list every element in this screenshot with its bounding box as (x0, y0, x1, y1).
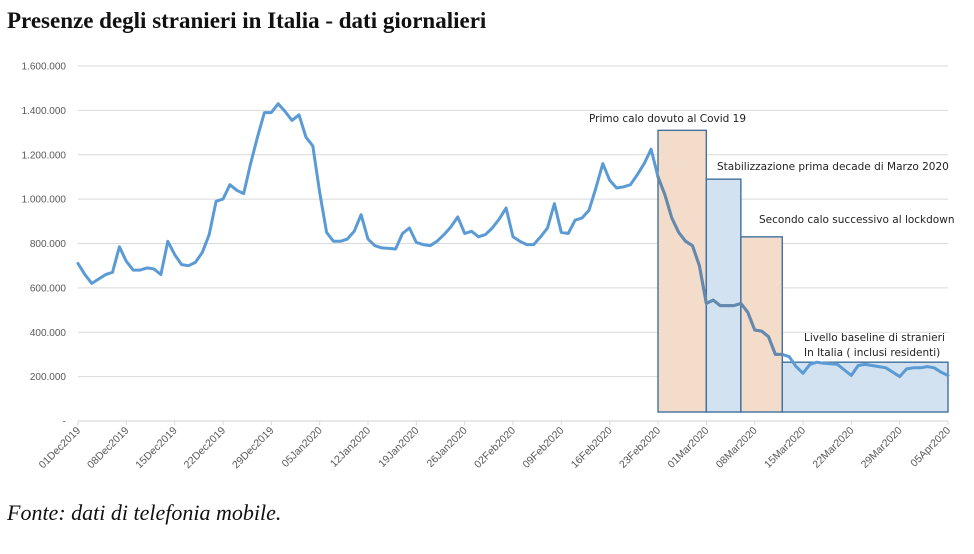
y-tick-label: 1.000.000 (22, 195, 67, 206)
x-axis: 01Dec2019 08Dec2019 15Dec2019 22Dec2019 29De… (37, 420, 953, 472)
x-tick-label: 15Dec2019 (133, 425, 180, 472)
annotation-label-secondo-calo: Secondo calo successivo al lockdown (759, 214, 954, 226)
x-tick-label: 08Dec2019 (85, 425, 132, 472)
series-line (76, 102, 950, 379)
x-tick-label: 22Mar2020 (810, 425, 856, 471)
x-tick-label: 16Feb2020 (569, 425, 615, 471)
x-tick-label: 23Feb2020 (617, 425, 663, 471)
annotation-boxes (657, 129, 949, 413)
x-tick-label: 15Mar2020 (762, 425, 808, 471)
x-tick-label: 05Jan2020 (280, 425, 325, 470)
x-tick-label: 08Mar2020 (714, 425, 760, 471)
annotation-label-stabilizzazione: Stabilizzazione prima decade di Marzo 20… (717, 161, 949, 173)
y-tick-label: 200.000 (30, 372, 67, 383)
chart-title: Presenze degli stranieri in Italia - dat… (7, 8, 487, 33)
x-tick-label: 26Jan2020 (425, 425, 470, 470)
y-axis-ticks: - 200.000 400.000 600.000 800.000 1.000.000 1.… (22, 62, 67, 428)
x-tick-label: 29Dec2019 (230, 425, 277, 472)
source-note: Fonte: dati di telefonia mobile. (7, 500, 282, 525)
x-tick-label: 29Mar2020 (859, 425, 905, 471)
y-tick-label: 800.000 (30, 239, 67, 250)
annotation-box (740, 236, 783, 413)
x-tick-label: 09Feb2020 (520, 425, 566, 471)
y-tick-label: 600.000 (30, 283, 67, 294)
y-tick-label: 1.400.000 (22, 106, 67, 117)
annotation-label-baseline-line1: Livello baseline di stranieri (804, 332, 945, 344)
y-tick-label: 1.600.000 (22, 62, 67, 73)
x-tick-label: 22Dec2019 (182, 425, 229, 472)
annotation-label-baseline-line2: In Italia ( inclusi residenti) (804, 347, 940, 359)
annotation-label-primo-calo: Primo calo dovuto al Covid 19 (589, 113, 746, 125)
y-tick-label: 400.000 (30, 328, 67, 339)
series-line-highlight (656, 175, 784, 356)
x-tick-label: 02Feb2020 (472, 425, 518, 471)
annotation-box (705, 178, 742, 413)
y-tick-label: - (63, 417, 66, 428)
annotation-labels: Primo calo dovuto al Covid 19 Stabilizza… (589, 113, 954, 359)
annotation-box (657, 129, 708, 413)
annotation-box (781, 361, 949, 413)
x-tick-label: 01Dec2019 (37, 425, 84, 472)
data-series (76, 102, 950, 379)
gridlines (78, 65, 948, 378)
y-tick-label: 1.200.000 (22, 150, 67, 161)
x-tick-label: 19Jan2020 (376, 425, 421, 470)
x-tick-label: 01Mar2020 (665, 425, 711, 471)
x-tick-label: 12Jan2020 (328, 425, 373, 470)
x-tick-label: 05Apr2020 (908, 425, 953, 470)
